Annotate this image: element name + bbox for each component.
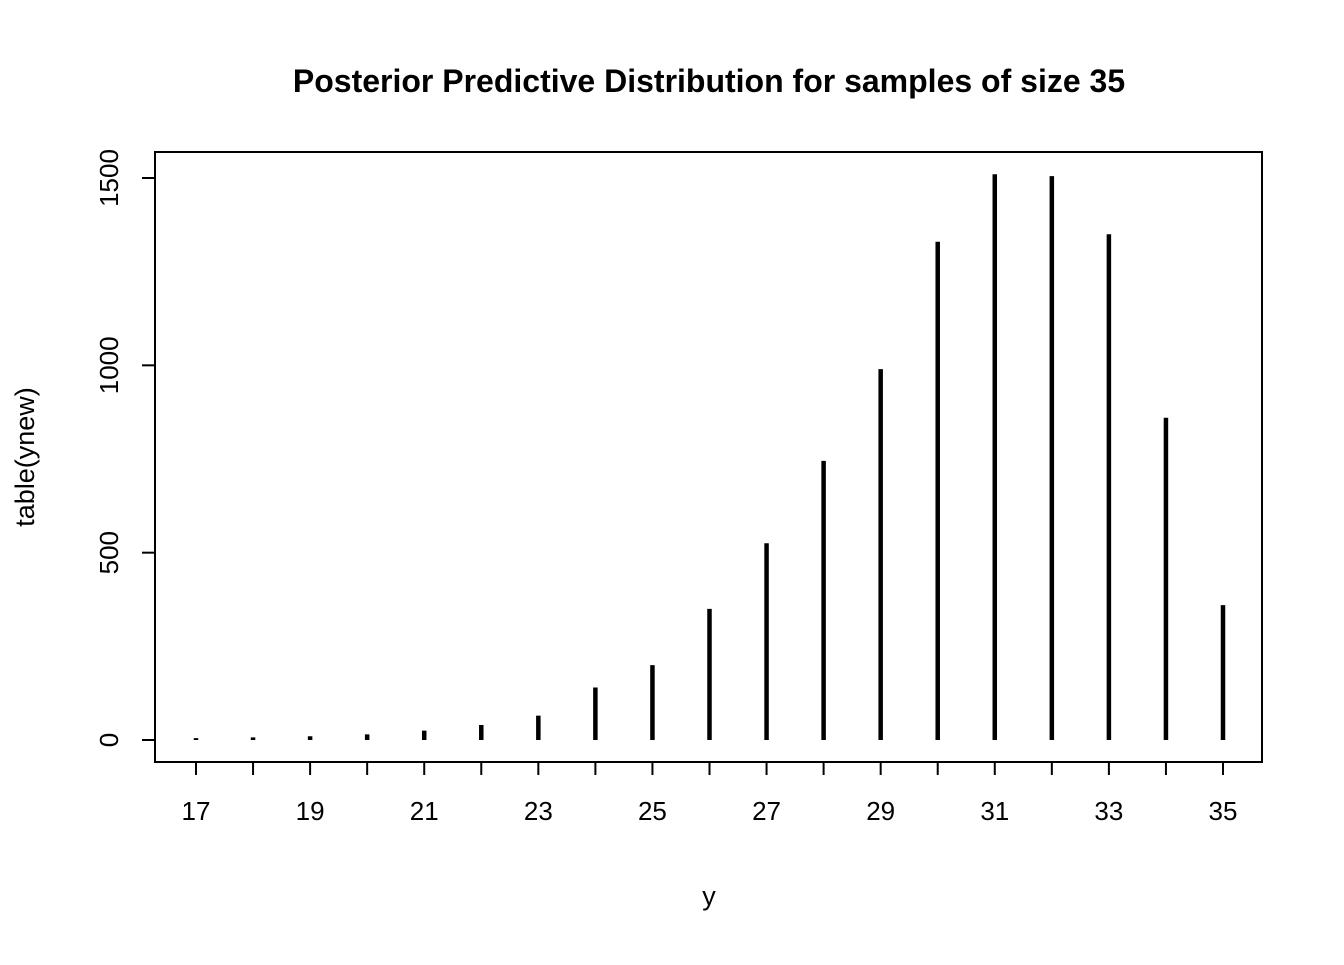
y-axis-label: table(ynew) [10, 387, 40, 527]
chart-title: Posterior Predictive Distribution for sa… [293, 63, 1125, 99]
x-axis-label: y [702, 881, 716, 911]
x-tick-label: 17 [182, 796, 211, 826]
x-tick-label: 21 [410, 796, 439, 826]
y-tick-label: 1500 [94, 149, 124, 207]
plot-area: 17 19 21 23 25 27 29 31 33 35 0 500 1000 1500 [94, 149, 1263, 826]
y-tick-label: 1000 [94, 336, 124, 394]
y-tick-label: 0 [94, 733, 124, 747]
x-tick-label: 33 [1094, 796, 1123, 826]
y-tick-label: 500 [94, 531, 124, 574]
x-tick-label: 23 [524, 796, 553, 826]
x-tick-label: 29 [866, 796, 895, 826]
x-tick-label: 19 [296, 796, 325, 826]
x-tick-label: 25 [638, 796, 667, 826]
x-tick-label: 31 [980, 796, 1009, 826]
x-tick-label: 35 [1209, 796, 1238, 826]
x-tick-label: 27 [752, 796, 781, 826]
